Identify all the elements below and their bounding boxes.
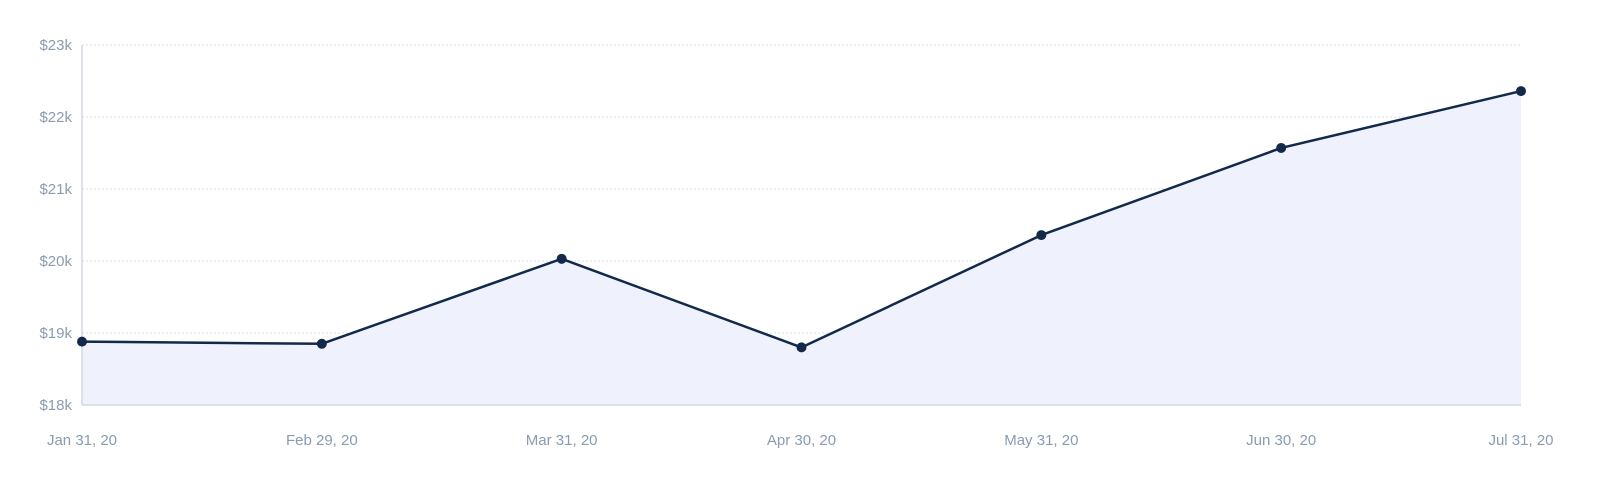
- x-tick-label: Jun 30, 20: [1246, 432, 1316, 449]
- area-fill: [82, 91, 1521, 405]
- y-tick-label: $18k: [39, 397, 72, 414]
- y-tick-label: $21k: [39, 181, 72, 198]
- data-point: [1516, 86, 1526, 97]
- data-point: [1036, 230, 1047, 241]
- x-tick-label: Feb 29, 20: [286, 432, 358, 449]
- data-point: [556, 253, 567, 264]
- x-tick-label: May 31, 20: [1004, 432, 1078, 449]
- data-point: [796, 342, 807, 353]
- x-tick-label: Apr 30, 20: [767, 432, 836, 449]
- data-point: [1276, 142, 1287, 153]
- data-points: [77, 86, 1526, 353]
- data-point: [77, 336, 87, 347]
- x-tick-label: Jan 31, 20: [47, 432, 117, 449]
- x-axis-tick-labels: Jan 31, 20 Feb 29, 20 Mar 31, 20 Apr 30, 20…: [47, 432, 1554, 449]
- y-tick-label: $23k: [39, 37, 72, 54]
- y-tick-label: $22k: [39, 109, 72, 126]
- y-tick-label: $19k: [39, 325, 72, 342]
- y-axis-tick-labels: $18k $19k $20k $21k $22k $23k: [39, 37, 72, 414]
- x-tick-label: Mar 31, 20: [526, 432, 598, 449]
- x-tick-label: Jul 31, 20: [1488, 432, 1553, 449]
- data-point: [316, 338, 327, 349]
- y-tick-label: $20k: [39, 253, 72, 270]
- area-fill-layer: [82, 91, 1521, 405]
